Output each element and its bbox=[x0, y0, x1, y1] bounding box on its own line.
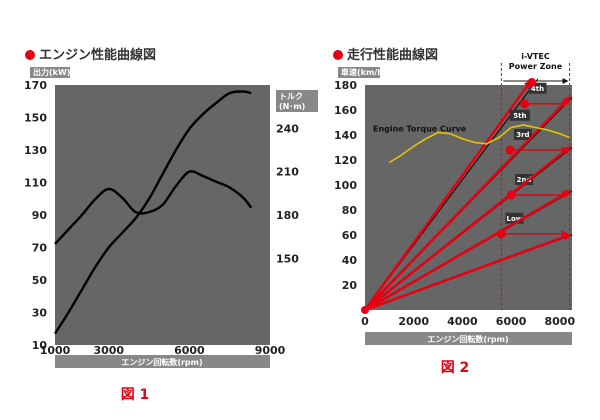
chart-2-caption: 図 2 bbox=[441, 360, 470, 376]
chart-1-x-label: エンジン回転数(rpm) bbox=[121, 357, 202, 367]
chart-2-title: 走行性能曲線図 bbox=[347, 47, 438, 63]
vtec-zone-label-line: Power Zone bbox=[509, 62, 563, 71]
chart-2-x-tick-label: 6000 bbox=[496, 315, 527, 328]
chart-1-right-label-box bbox=[276, 90, 318, 112]
chart-1-right-label-line-1: トルク bbox=[279, 91, 303, 101]
chart-1-y-tick-label: 110 bbox=[24, 177, 47, 190]
gear-tag-label: 4th bbox=[531, 85, 544, 93]
chart-1-x-tick-label: 6000 bbox=[174, 344, 205, 357]
chart-1-plot-area bbox=[55, 85, 270, 345]
chart-2-x-label: エンジン回転数(rpm) bbox=[427, 334, 508, 344]
drive-force-arrow bbox=[364, 190, 572, 312]
gear-tag-box bbox=[509, 109, 530, 121]
chart-1-y-tick-label: 50 bbox=[32, 274, 48, 287]
gear-tag-label: 2nd bbox=[517, 176, 532, 184]
chart-1-y-tick-label: 150 bbox=[24, 112, 47, 125]
chart-1-y-label: 出力(kW) bbox=[33, 67, 70, 77]
chart-1-x-tick-label: 9000 bbox=[255, 344, 286, 357]
chart-2-torque-curve: Engine Torque Curve bbox=[373, 124, 570, 164]
chart-2-y-tick-label: 160 bbox=[334, 104, 357, 117]
chart-2-y-tick-label: 20 bbox=[342, 279, 358, 292]
chart-2-y-tick-label: 120 bbox=[334, 154, 357, 167]
chart-2-y-tick-label: 40 bbox=[342, 254, 358, 267]
chart-2-bullet bbox=[333, 50, 343, 60]
gear-tag-box bbox=[513, 129, 532, 140]
chart-2-y-tick-label: 60 bbox=[342, 229, 358, 242]
chart-1-y-tick-label: 30 bbox=[32, 307, 48, 320]
chart-1-y-tick-label: 90 bbox=[32, 209, 48, 222]
gear-shift-point bbox=[505, 145, 515, 155]
chart-2-x-tick-label: 8000 bbox=[545, 315, 576, 328]
chart-1-right-y-tick-label: 180 bbox=[276, 209, 299, 222]
chart-2-x-tick-label: 4000 bbox=[447, 315, 478, 328]
chart-2-x-tick-label: 0 bbox=[361, 315, 369, 328]
chart-2-x-tick-label: 2000 bbox=[398, 315, 429, 328]
gear-tag-label: 3rd bbox=[516, 131, 529, 139]
chart-1-x-tick-label: 3000 bbox=[93, 344, 124, 357]
chart-2-y-tick-label: 80 bbox=[342, 204, 358, 217]
chart-1-x-label-box bbox=[55, 355, 270, 368]
chart-1-right-y-tick-label: 240 bbox=[276, 122, 299, 135]
chart-1-right-label-line-2: (N･m) bbox=[279, 102, 305, 111]
gear-tag-box bbox=[505, 212, 524, 224]
chart-2-y-ticks: 180 160 140 120 100 80 60 40 20 bbox=[334, 79, 357, 292]
gear-shift-point bbox=[520, 99, 530, 109]
drive-force-arrow bbox=[363, 79, 532, 311]
torque-curve-line bbox=[54, 170, 253, 245]
chart-2-y-tick-label: 180 bbox=[334, 79, 357, 92]
chart-1-y-ticks: 170 150 130 110 90 70 50 30 10 bbox=[24, 79, 47, 352]
chart-1-y-tick-label: 130 bbox=[24, 144, 47, 157]
chart-2-x-ticks: 0 2000 4000 6000 8000 bbox=[361, 315, 575, 328]
gear-shift-point bbox=[527, 78, 537, 87]
origin-point bbox=[361, 306, 369, 314]
chart-1-y-label-box bbox=[30, 67, 70, 78]
chart-2-y-label-box bbox=[338, 67, 380, 78]
chart-2-y-tick-label: 140 bbox=[334, 129, 357, 142]
chart-1-y-tick-label: 170 bbox=[24, 79, 47, 92]
chart-2-gear-lines: Low 2nd 3rd 4th 5th bbox=[361, 78, 573, 314]
chart-2-x-label-box bbox=[365, 332, 572, 345]
chart-1-y-tick-label: 10 bbox=[32, 339, 48, 352]
chart-2-y-tick-label: 100 bbox=[334, 179, 357, 192]
chart-1-right-y-ticks: 240 210 180 150 bbox=[276, 122, 299, 265]
chart-2-y-label: 車速(km/h) bbox=[341, 67, 387, 77]
chart-1-title: エンジン性能曲線図 bbox=[39, 47, 156, 63]
chart-1-x-tick-label: 1000 bbox=[40, 344, 71, 357]
chart-1-bullet bbox=[25, 50, 35, 60]
chart-1-x-ticks: 1000 3000 6000 9000 bbox=[40, 344, 286, 357]
chart-1-right-y-tick-label: 150 bbox=[276, 252, 299, 265]
chart-1: エンジン性能曲線図 出力(kW) トルク (N･m) 170 150 130 110 9… bbox=[24, 47, 318, 403]
vtec-zone-label-line: i-VTEC bbox=[521, 52, 550, 61]
chart-1-caption: 図 1 bbox=[121, 387, 150, 403]
gear-tag-label: 5th bbox=[513, 112, 526, 120]
engine-torque-curve-line bbox=[388, 124, 570, 164]
drive-force-arrow bbox=[364, 96, 571, 311]
gear-tag-box bbox=[528, 82, 547, 94]
drive-force-arrow bbox=[364, 233, 572, 312]
chart-1-series bbox=[53, 90, 253, 335]
gear-tag-label: Low bbox=[507, 215, 523, 223]
chart-1-right-y-tick-label: 210 bbox=[276, 166, 299, 179]
engine-torque-curve-label: Engine Torque Curve bbox=[373, 125, 467, 134]
drive-force-arrow bbox=[364, 146, 572, 312]
power-curve-line bbox=[53, 90, 252, 335]
gear-tag-box bbox=[515, 174, 534, 185]
chart-1-y-tick-label: 70 bbox=[32, 242, 48, 255]
